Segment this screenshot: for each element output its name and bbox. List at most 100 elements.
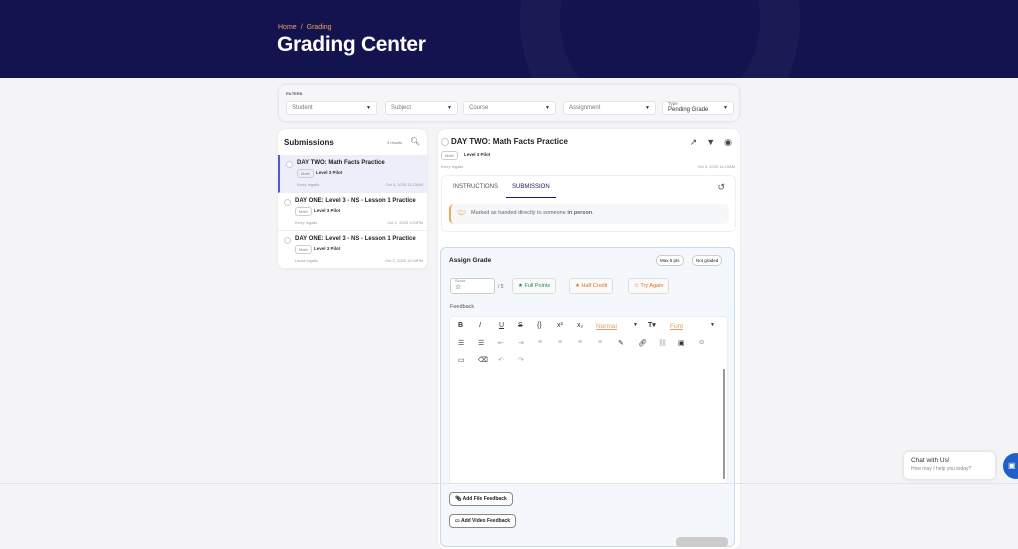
handshake-icon: 🤝︎ [457,210,466,217]
tab-instructions[interactable]: INSTRUCTIONS [453,184,498,190]
bullet-list-icon[interactable]: ☰ [458,340,465,347]
assign-grade-title: Assign Grade [449,257,492,264]
caret-down-icon: ▼ [447,105,452,111]
italic-icon[interactable]: I [479,322,481,329]
bold-icon[interactable]: B [458,322,464,329]
student-name: Laura Ingalls [295,258,318,263]
image-icon[interactable]: ▭ [458,357,465,364]
undo-icon[interactable]: ↶ [498,357,504,364]
paragraph-format-select[interactable]: Normal [596,323,617,330]
feedback-editor[interactable]: B I U S {} x² x₂ Normal ▼ T▾ Font ▼ ☰ ☰ … [449,316,728,484]
superscript-icon[interactable]: x² [557,322,563,329]
chat-prompt[interactable]: Chat with Us! How may I help you today? [904,452,995,479]
student-name: Kerry Ingalls [295,220,318,225]
full-points-label: Full Points [524,283,551,289]
submitted-date: Oct 2, 2025 10:34PM [385,258,423,263]
max-points-badge: Max 5 pts [656,255,684,266]
filter-icon[interactable]: ▼ [706,137,716,147]
note-bold: in person [567,210,593,216]
try-again-label: Try Again [640,283,664,289]
code-icon[interactable]: {} [537,322,542,329]
align-center-icon[interactable]: ≡ [558,339,563,346]
text-size-icon[interactable]: T▾ [648,322,656,329]
submissions-panel: Submissions 3 results 🔍︎ DAY TWO: Math F… [278,129,427,269]
indent-icon[interactable]: ⇥ [518,340,524,347]
redo-icon[interactable]: ↷ [518,357,524,364]
select-radio[interactable] [286,161,293,168]
eye-icon[interactable]: ◉ [724,137,732,147]
emoji-icon[interactable]: ☺ [698,339,706,346]
subject-filter[interactable]: Subject ▼ [385,101,458,115]
assignment-filter-label: Assignment [569,105,601,111]
subject-tag: Math [297,169,314,178]
full-points-button[interactable]: ★ Full Points [512,278,557,294]
select-radio[interactable] [441,138,449,146]
course-filter[interactable]: Course ▼ [463,101,556,115]
caret-down-icon: ▼ [633,322,638,328]
student-name: Kerry Ingalls [441,164,464,169]
open-external-icon[interactable]: ↗ [689,137,698,147]
student-filter[interactable]: Student ▼ [286,101,377,115]
half-credit-label: Half Credit [581,283,608,289]
subject-filter-label: Subject [391,105,412,111]
handed-in-person-note: 🤝︎ Marked as handed directly to someone i… [449,204,729,224]
tab-submission[interactable]: SUBMISSION [506,184,556,198]
page-header: Home / Grading Grading Center [0,0,1018,78]
submission-list-item[interactable]: DAY ONE: Level 3 - NS - Lesson 1 Practic… [278,193,427,231]
submission-name: DAY TWO: Math Facts Practice [297,160,385,166]
submit-grade-button[interactable] [676,537,728,547]
level-label: Level 3 Pilot [464,152,491,157]
font-select[interactable]: Font [670,323,684,330]
add-file-feedback-button[interactable]: 📎︎ Add File Feedback [449,492,513,506]
breadcrumb-separator: / [300,24,303,31]
score-out-of: / 5 [498,284,504,290]
search-icon[interactable]: 🔍︎ [410,137,421,146]
submission-list-item[interactable]: DAY ONE: Level 3 - NS - Lesson 1 Practic… [278,231,427,269]
pen-icon[interactable]: ✎ [618,340,624,347]
justify-icon[interactable]: ≡ [598,339,603,346]
add-video-feedback-button[interactable]: ▭ Add Video Feedback [449,514,517,528]
link-icon[interactable]: 🔗︎ [638,340,647,347]
chat-subtitle: How may I help you today? [911,466,972,472]
feedback-label: Feedback [450,304,475,310]
breadcrumb-grading[interactable]: Grading [306,24,332,31]
breadcrumb-home[interactable]: Home [278,24,297,31]
add-file-label: Add File Feedback [462,496,507,502]
score-input[interactable]: Score ☆ [450,278,495,294]
underline-icon[interactable]: U [499,322,505,329]
breadcrumb: Home / Grading [278,24,336,31]
numbered-list-icon[interactable]: ☰ [478,340,485,347]
type-filter[interactable]: Type Pending Grade ▼ [662,101,734,115]
video-embed-icon[interactable]: ▣ [678,340,685,347]
try-again-button[interactable]: ☆ Try Again [628,278,670,294]
chat-launcher-icon[interactable]: ▣ [1003,453,1018,479]
submission-list-item[interactable]: DAY TWO: Math Facts Practice Math Level … [278,155,427,193]
level-label: Level 3 Pilot [314,208,341,213]
score-value: ☆ [455,284,462,291]
align-left-icon[interactable]: ≡ [538,339,543,346]
half-credit-button[interactable]: ★ Half Credit [569,278,614,294]
submitted-date: Oct 3, 2025 11:23AM [697,164,735,169]
select-radio[interactable] [284,237,291,244]
caret-down-icon: ▼ [723,105,728,111]
eraser-icon[interactable]: ⌫ [478,357,488,364]
history-icon[interactable]: ↺ [717,182,725,192]
grade-status-badge: Not graded [692,255,723,266]
footer-divider [0,483,1018,484]
note-end: . [592,210,594,216]
note-text: Marked as handed directly to someone [471,210,568,216]
add-video-label: Add Video Feedback [460,518,511,524]
student-filter-label: Student [292,105,313,111]
unlink-icon[interactable]: ⛓ [658,340,667,347]
assignment-filter[interactable]: Assignment ▼ [563,101,656,115]
submissions-title: Submissions [284,138,334,147]
score-label: Score [455,278,466,283]
align-right-icon[interactable]: ≡ [578,339,583,346]
detail-tabs: INSTRUCTIONS SUBMISSION ↺ 🤝︎ Marked as ha… [441,175,736,232]
editor-scrollbar[interactable] [723,369,725,479]
results-count: 3 results [387,140,403,145]
select-radio[interactable] [284,199,291,206]
outdent-icon[interactable]: ⇤ [498,340,504,347]
strikethrough-icon[interactable]: S [518,322,523,329]
subscript-icon[interactable]: x₂ [577,322,584,329]
